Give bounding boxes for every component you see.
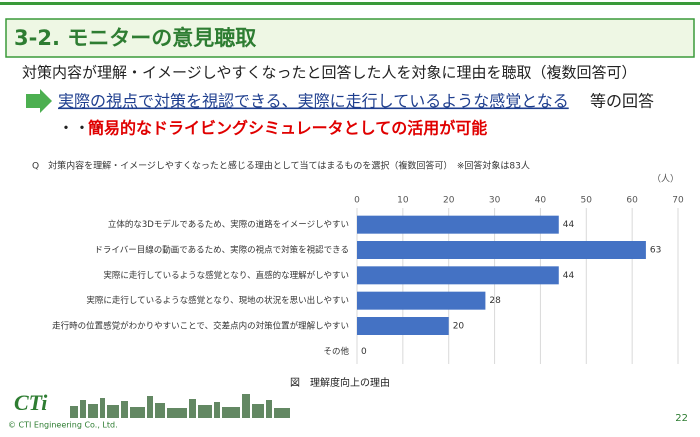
- bar: [357, 317, 449, 335]
- x-tick-label: 30: [489, 196, 501, 206]
- skyline: [70, 394, 290, 418]
- x-tick-label: 50: [581, 196, 593, 206]
- value-label: 0: [361, 347, 367, 357]
- value-label: 20: [453, 322, 465, 332]
- y-tick-label: 実際に走行しているような感覚となり、現地の状況を思い出しやすい: [86, 295, 349, 306]
- value-label: 44: [563, 271, 575, 281]
- value-label: 28: [489, 296, 501, 306]
- value-label: 44: [563, 220, 575, 230]
- conclusion: 簡易的なドライビングシミュレータとしての活用が可能: [87, 119, 487, 138]
- x-tick-label: 0: [354, 196, 360, 206]
- title-box: [5, 18, 695, 58]
- key-point: 実際の視点で対策を視認できる、実際に走行しているような感覚となる: [58, 92, 569, 111]
- bar: [357, 266, 559, 285]
- slide-title: 3-2. モニターの意見聴取: [14, 26, 256, 50]
- value-label: 63: [650, 246, 661, 256]
- logo: CTi: [14, 390, 48, 415]
- key-point-suffix: 等の回答: [590, 92, 654, 111]
- y-tick-label: その他: [323, 346, 349, 357]
- chart-title: Q 対策内容を理解・イメージしやすくなったと感じる理由として当てはまるものを選択…: [32, 160, 530, 172]
- unit-label: （人）: [652, 174, 679, 185]
- y-tick-label: 走行時の位置感覚がわかりやすいことで、交差点内の対策位置が理解しやすい: [52, 321, 349, 332]
- bar: [357, 215, 559, 234]
- conclusion-prefix: ・・・: [58, 119, 106, 138]
- x-tick-label: 20: [443, 196, 455, 206]
- y-tick-label: 立体的な3Dモデルであるため、実際の道路をイメージしやすい: [108, 219, 349, 230]
- chart-caption: 図 理解度向上の理由: [290, 376, 390, 389]
- bar: [357, 291, 486, 310]
- subtitle: 対策内容が理解・イメージしやすくなったと回答した人を対象に理由を聴取（複数回答可…: [22, 64, 637, 82]
- x-tick-label: 70: [672, 196, 684, 206]
- x-tick-label: 10: [397, 196, 409, 206]
- x-tick-label: 40: [535, 196, 547, 206]
- page-number: 22: [675, 413, 688, 424]
- y-tick-label: 実際に走行しているような感覚となり、直感的な理解がしやすい: [103, 270, 349, 281]
- arrow-icon: [26, 89, 52, 113]
- copyright: © CTI Engineering Co., Ltd.: [8, 421, 118, 430]
- y-tick-label: ドライバー目線の動画であるため、実際の視点で対策を視認できる: [94, 245, 349, 256]
- bar: [357, 241, 646, 259]
- x-tick-label: 60: [626, 196, 638, 206]
- top-band: [0, 2, 700, 5]
